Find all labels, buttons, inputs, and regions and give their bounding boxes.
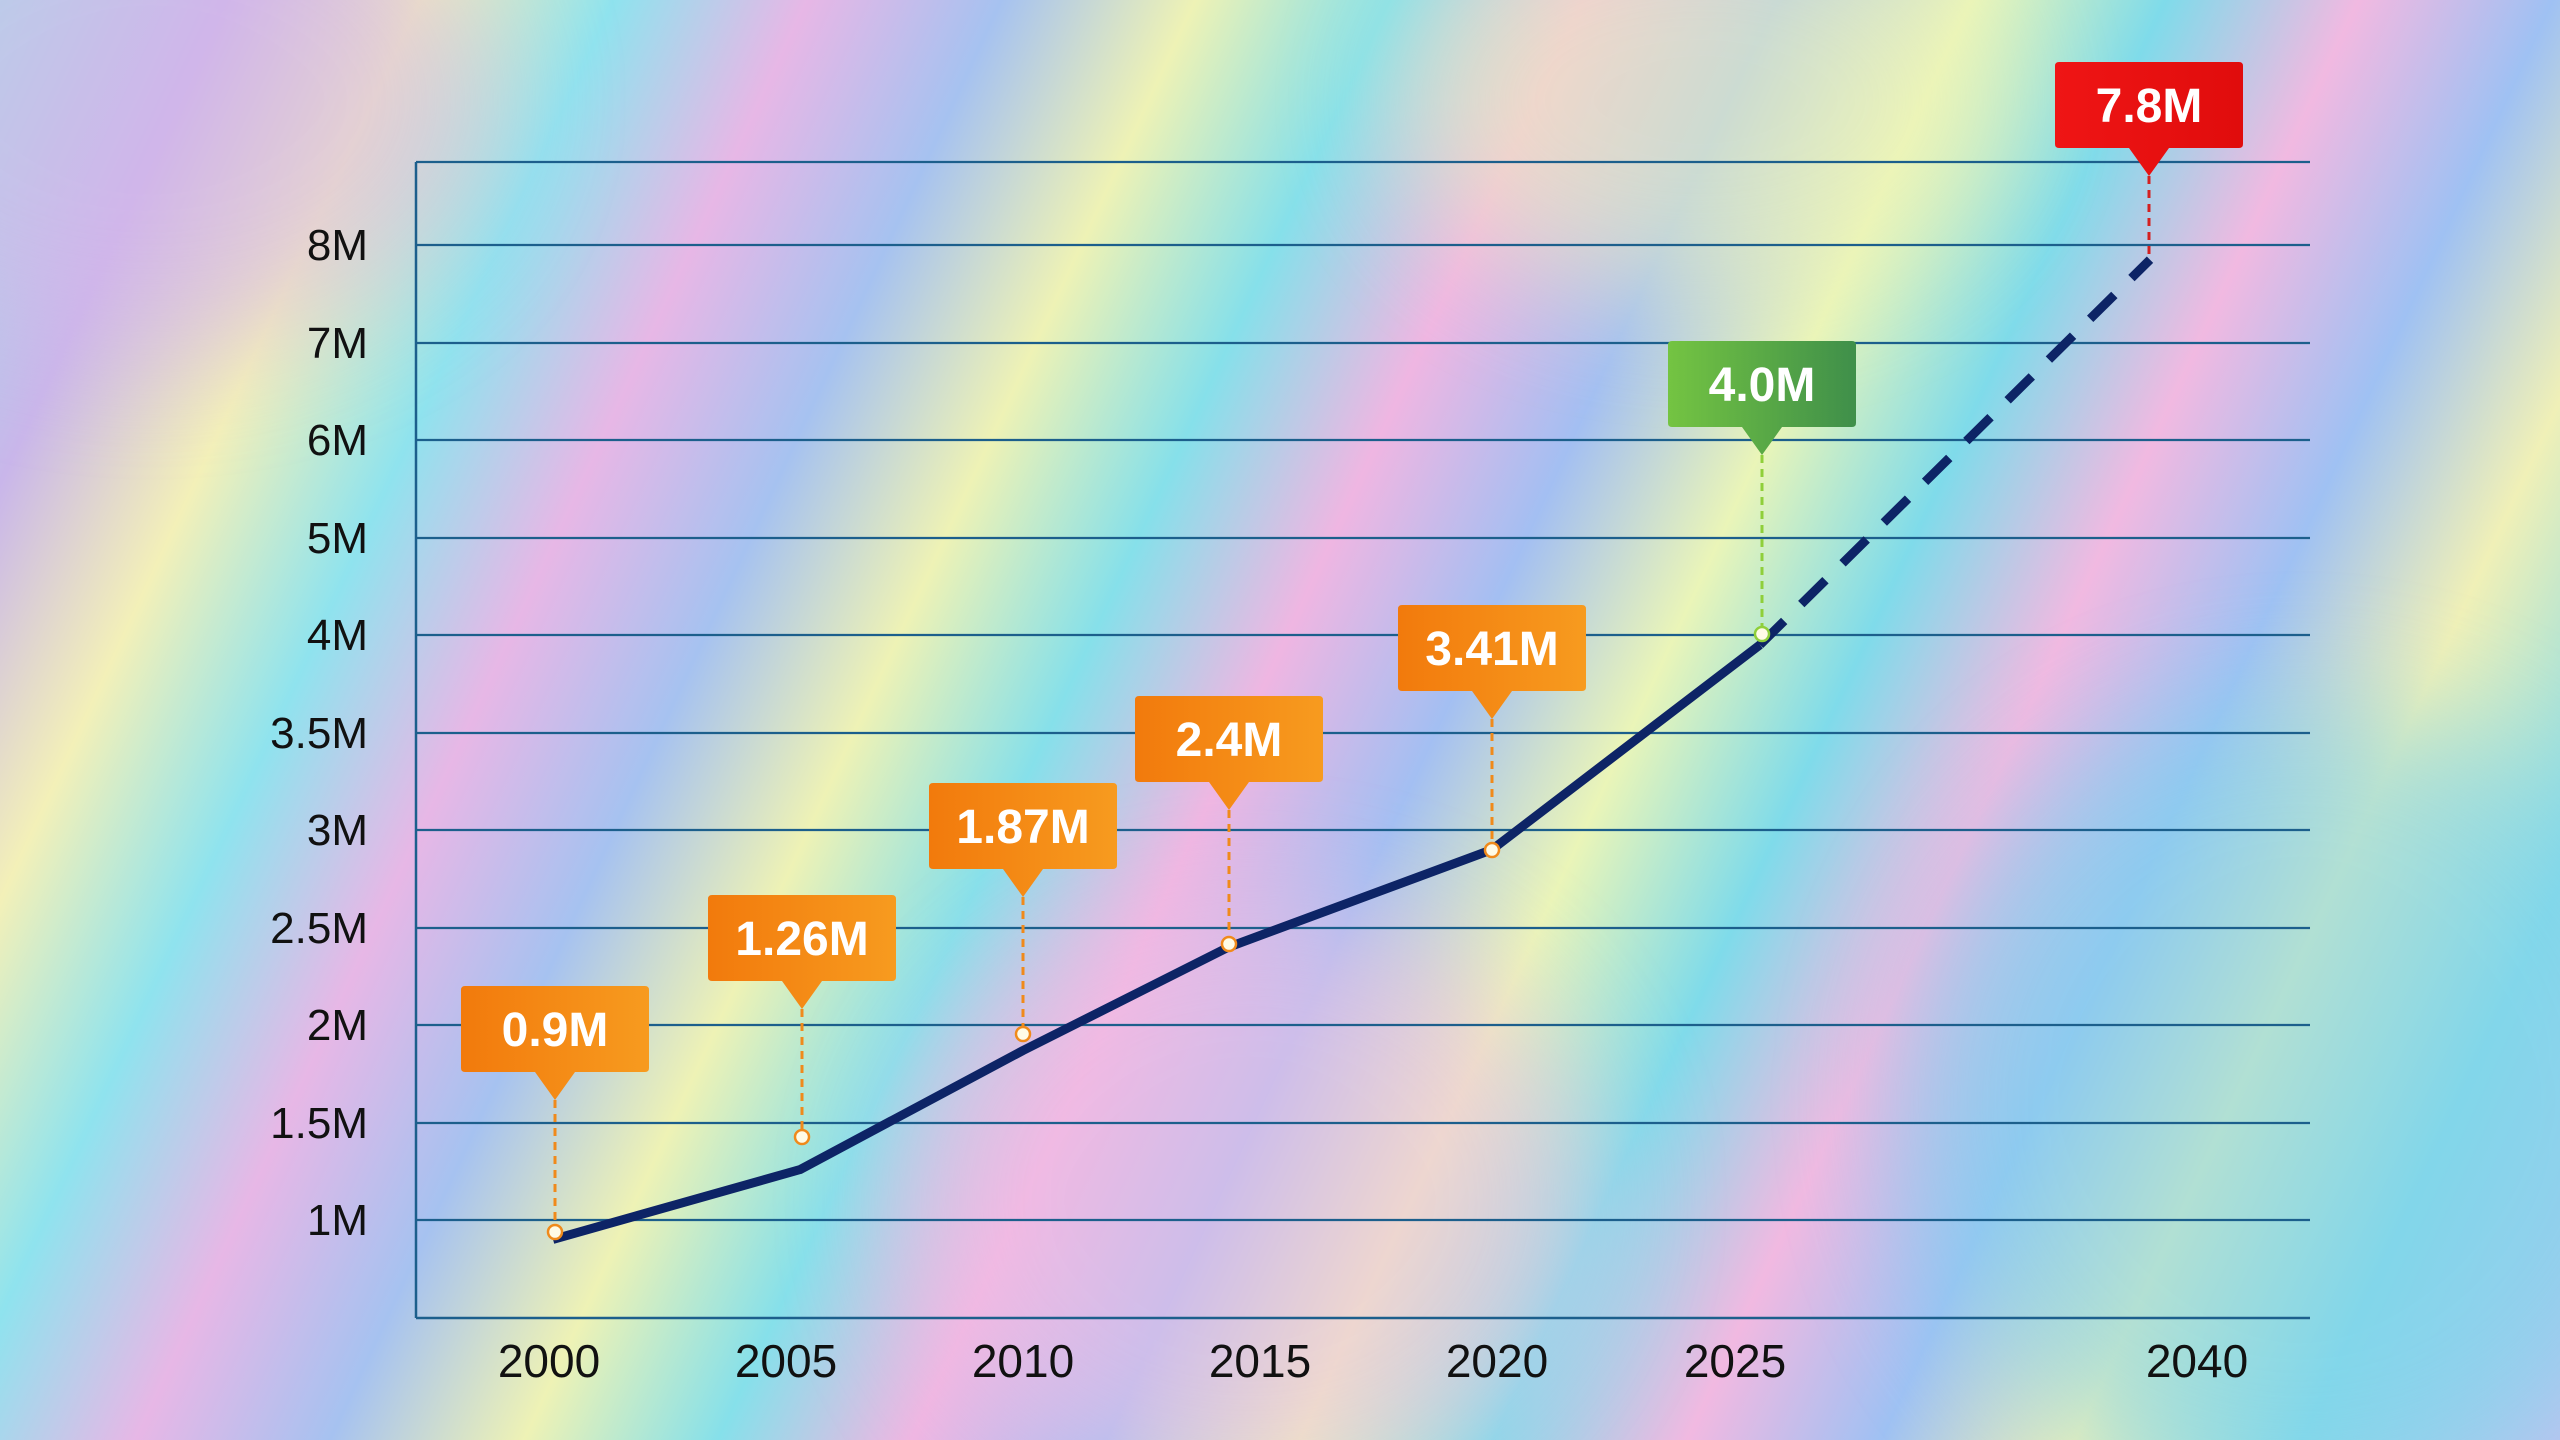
x-tick-label: 2005 xyxy=(735,1335,837,1387)
annotation-connectors xyxy=(546,176,2151,1241)
annotation-box xyxy=(1398,605,1586,719)
annotation-label: 0.9M xyxy=(461,986,649,1100)
annotation-box xyxy=(461,986,649,1100)
y-tick-label: 5M xyxy=(307,514,368,563)
x-tick-label: 2010 xyxy=(972,1335,1074,1387)
y-tick-label: 3M xyxy=(307,806,368,855)
annotation-value: 2.4M xyxy=(1176,714,1283,767)
annotation-label: 7.8M xyxy=(2055,62,2243,176)
y-tick-label: 6M xyxy=(307,416,368,465)
y-tick-label: 8M xyxy=(307,221,368,270)
y-tick-label: 1.5M xyxy=(270,1099,368,1148)
x-tick-label: 2025 xyxy=(1684,1335,1786,1387)
x-axis-tick-labels: 2000 2005 2010 2015 2020 2025 2040 xyxy=(498,1335,2248,1387)
axes xyxy=(414,162,2310,1320)
y-tick-label: 1M xyxy=(307,1196,368,1245)
y-tick-label: 2.5M xyxy=(270,904,368,953)
annotation-label: 1.26M xyxy=(708,895,896,1009)
annotation-box xyxy=(1668,341,1856,455)
y-axis-tick-labels: 1M 1.5M 2M 2.5M 3M 3.5M 4M 5M 6M 7M 8M xyxy=(270,221,368,1245)
annotation-label: 3.41M xyxy=(1398,605,1586,719)
data-point-marker xyxy=(1753,625,1771,643)
grid-lines xyxy=(416,160,2310,1222)
annotation-value: 7.8M xyxy=(2096,80,2203,133)
annotation-value: 1.26M xyxy=(735,913,868,966)
data-point-marker xyxy=(793,1128,811,1146)
series-line xyxy=(551,641,1763,1244)
annotation-value: 1.87M xyxy=(956,801,1089,854)
data-point-marker xyxy=(546,1223,564,1241)
y-tick-label: 3.5M xyxy=(270,709,368,758)
annotation-value: 3.41M xyxy=(1425,623,1558,676)
y-tick-label: 7M xyxy=(307,319,368,368)
annotation-box xyxy=(1135,696,1323,810)
annotation-box xyxy=(2055,62,2243,176)
annotation-label: 2.4M xyxy=(1135,696,1323,810)
x-tick-label: 2000 xyxy=(498,1335,600,1387)
annotation-box xyxy=(929,783,1117,897)
annotation-label: 4.0M xyxy=(1668,341,1856,455)
data-point-marker xyxy=(1014,1025,1032,1043)
annotation-value: 4.0M xyxy=(1709,359,1816,412)
x-tick-label: 2020 xyxy=(1446,1335,1548,1387)
y-tick-label: 4M xyxy=(307,611,368,660)
data-point-marker xyxy=(1483,841,1501,859)
x-tick-label: 2015 xyxy=(1209,1335,1311,1387)
annotation-value: 0.9M xyxy=(502,1004,609,1057)
projection-line-dashed xyxy=(1756,256,2154,649)
x-tick-label: 2040 xyxy=(2146,1335,2248,1387)
annotation-label: 1.87M xyxy=(929,783,1117,897)
annotation-labels: 0.9M 1.26M 1.87M 2.4M 3.41M 4.0M 7.8M xyxy=(461,62,2243,1100)
y-tick-label: 2M xyxy=(307,1001,368,1050)
series-lines xyxy=(551,256,2154,1244)
data-point-marker xyxy=(1220,935,1238,953)
annotation-box xyxy=(708,895,896,1009)
